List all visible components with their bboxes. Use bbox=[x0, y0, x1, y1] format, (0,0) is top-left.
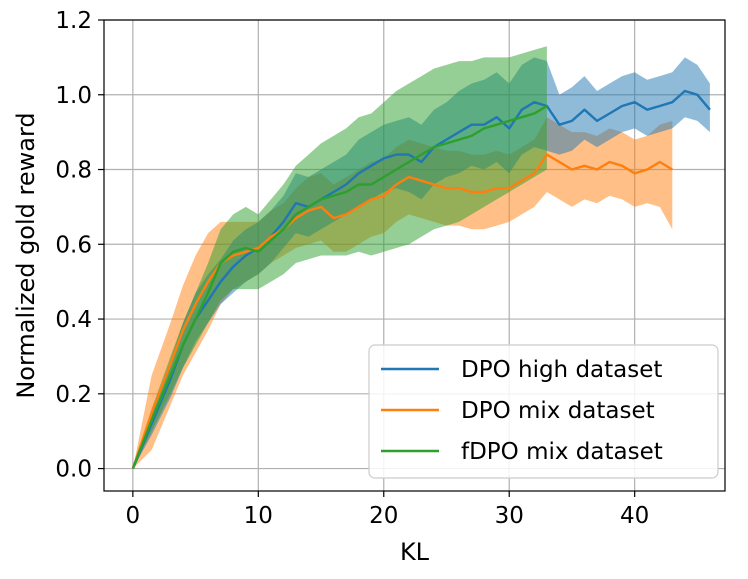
y-tick-label: 1.0 bbox=[55, 83, 92, 109]
band-series-3 bbox=[132, 46, 547, 469]
x-tick-label: 40 bbox=[620, 503, 649, 529]
legend-label-2: DPO mix dataset bbox=[461, 398, 655, 424]
legend-box bbox=[368, 344, 719, 479]
confidence-bands bbox=[132, 46, 710, 469]
legend: DPO high dataset DPO mix dataset fDPO mix … bbox=[368, 344, 719, 479]
x-tick-label: 10 bbox=[244, 503, 273, 529]
y-tick-label: 0.2 bbox=[55, 382, 92, 408]
y-tick-label: 0.4 bbox=[55, 307, 92, 333]
plot-frame bbox=[103, 19, 726, 492]
y-tick-label: 0.6 bbox=[55, 232, 92, 258]
line-series-1 bbox=[131, 89, 711, 470]
y-tick-label: 0.8 bbox=[55, 158, 92, 184]
line-series-2 bbox=[131, 153, 673, 469]
y-tick-label: 1.2 bbox=[55, 8, 92, 34]
series-lines bbox=[131, 89, 711, 470]
y-axis-title: Normalized gold reward bbox=[12, 112, 40, 398]
x-tick-label: 20 bbox=[369, 503, 398, 529]
y-tick-label: 0.0 bbox=[55, 457, 92, 483]
x-axis-title: KL bbox=[400, 538, 430, 566]
line-series-3 bbox=[131, 104, 548, 470]
legend-label-1: DPO high dataset bbox=[461, 357, 662, 383]
x-tick-label: 0 bbox=[126, 503, 141, 529]
axis-ticks: 0 10 20 30 40 0.0 0.2 0.4 0.6 0.8 1.0 1.2 bbox=[55, 8, 649, 529]
legend-label-3: fDPO mix dataset bbox=[461, 439, 663, 465]
x-tick-label: 30 bbox=[495, 503, 524, 529]
